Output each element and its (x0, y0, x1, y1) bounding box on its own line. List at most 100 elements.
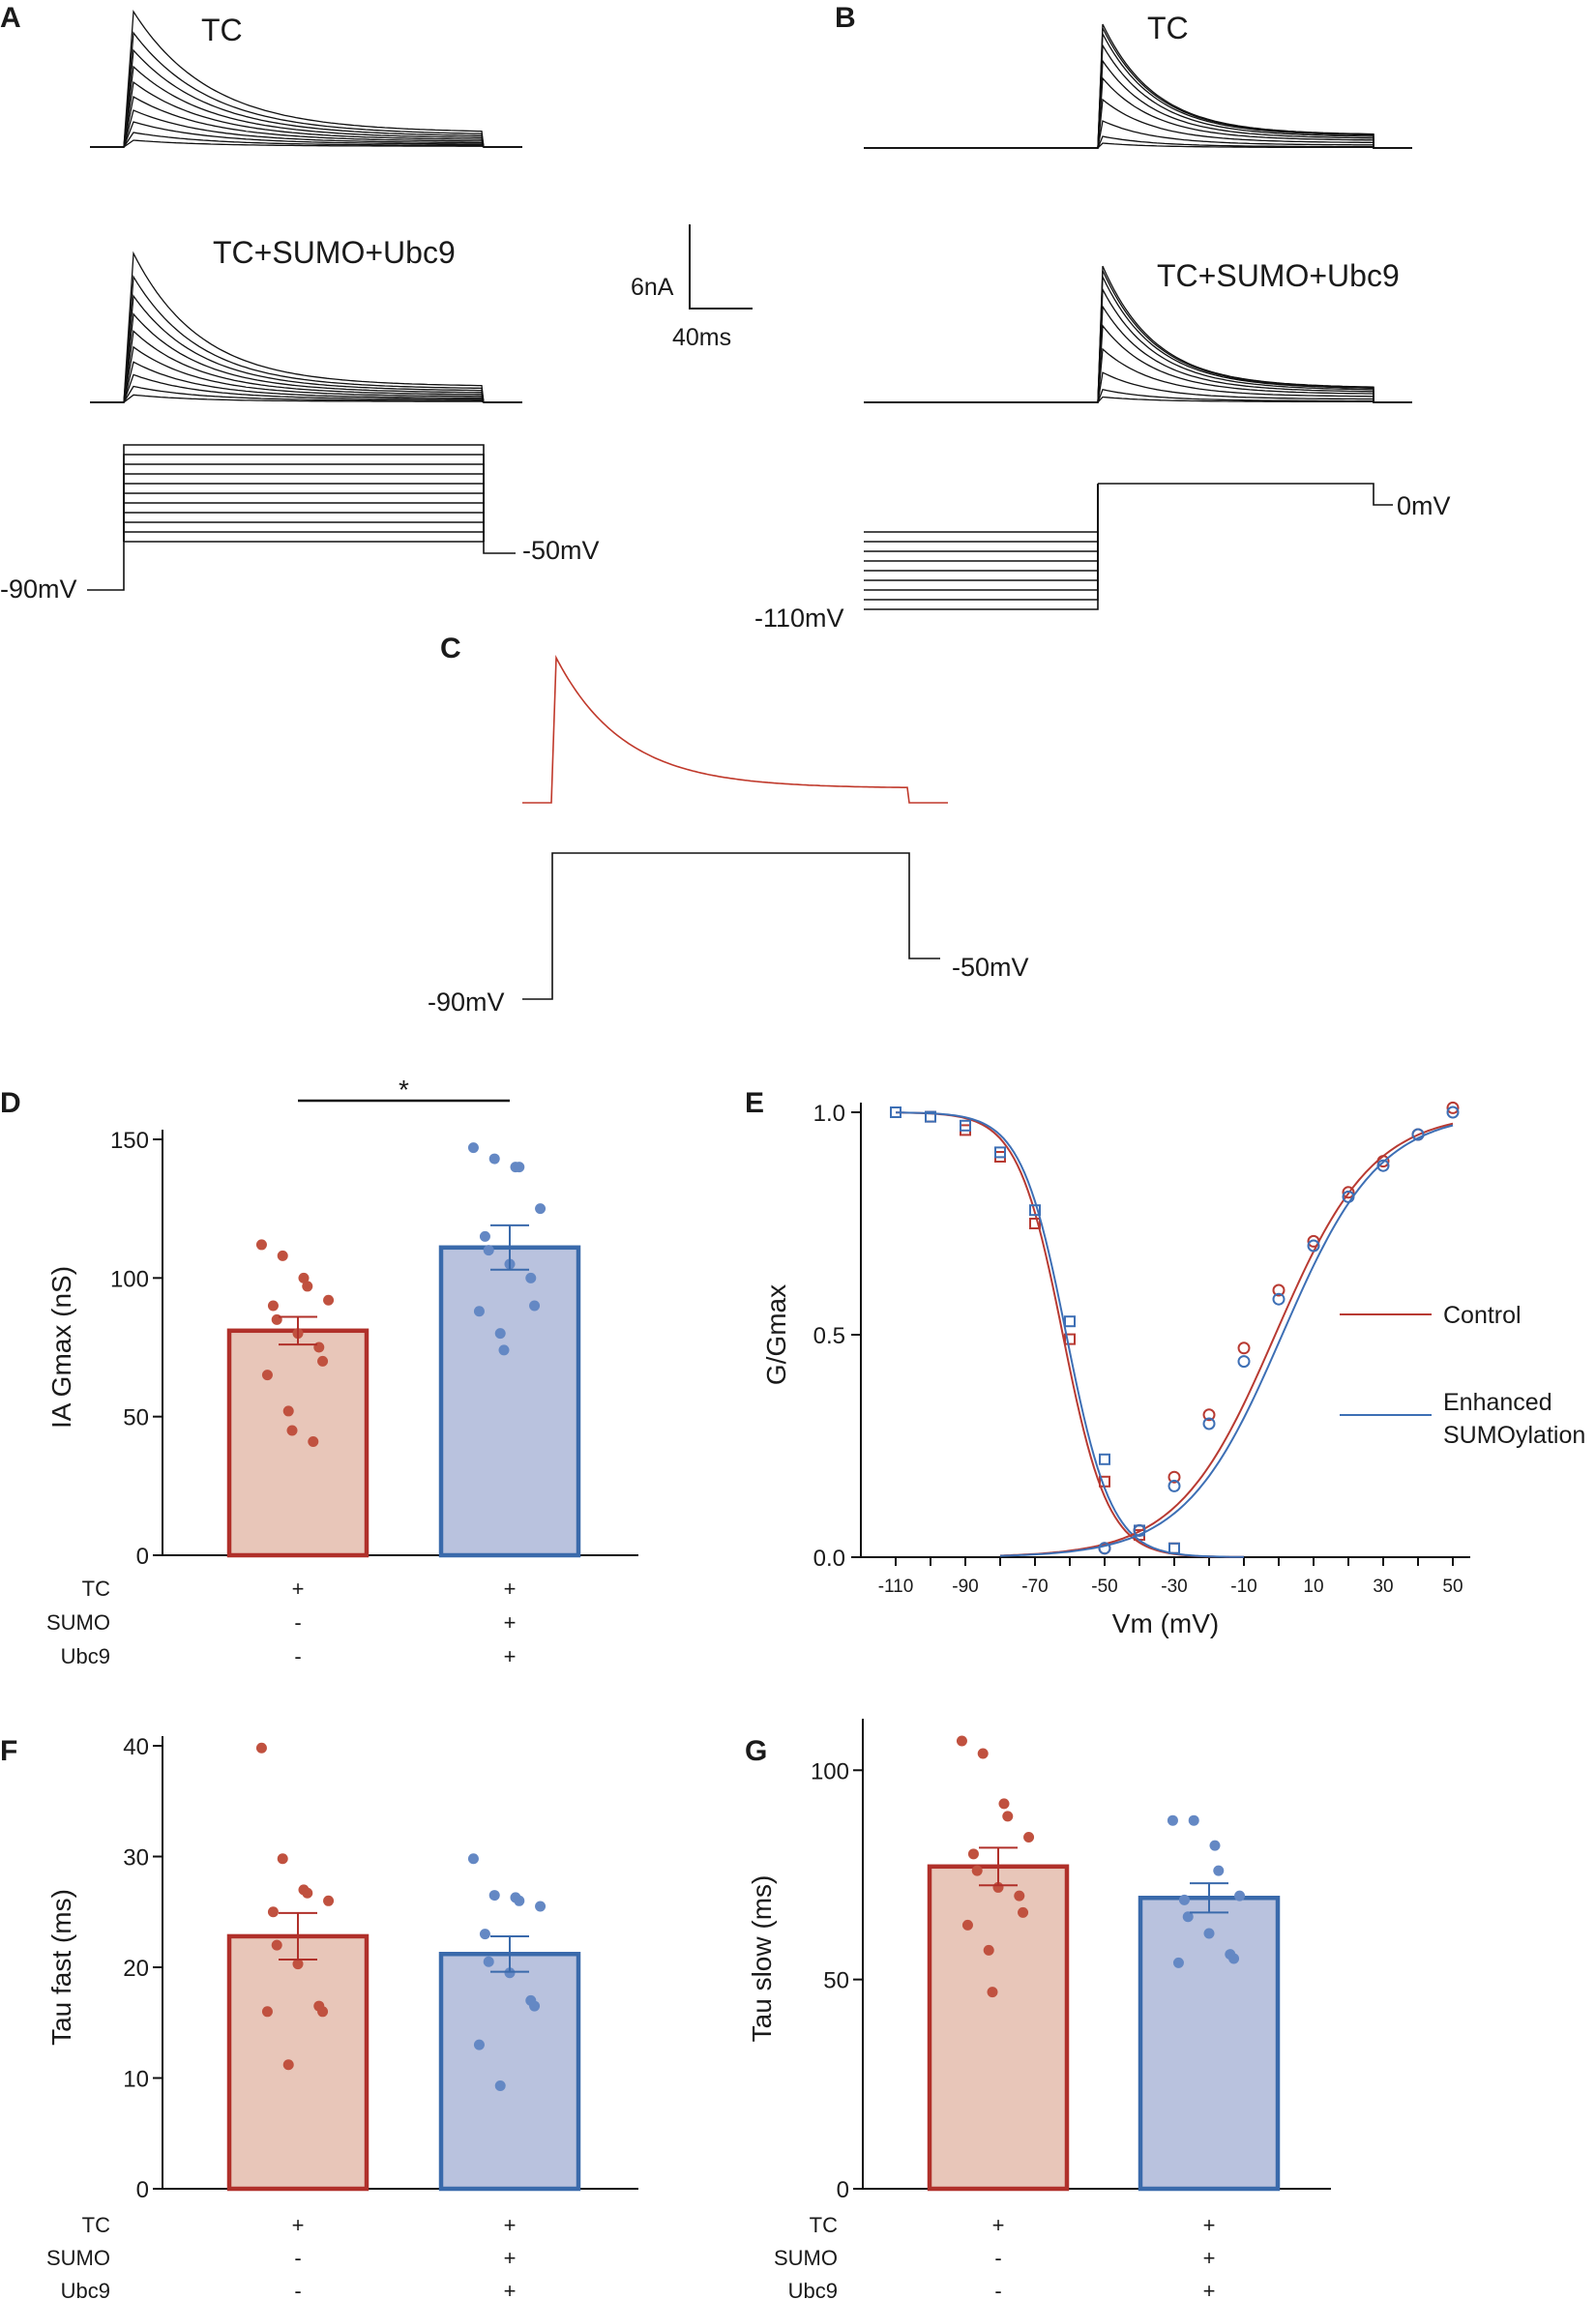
panel-b-prepulse-label: -110mV (754, 604, 844, 633)
y-tick-label: 0 (136, 2177, 149, 2203)
voltage-step-9 (123, 531, 485, 542)
x-tick-label: 10 (1303, 1577, 1323, 1597)
scale-bar-time-label: 40ms (672, 324, 731, 351)
current-trace-8 (864, 135, 1412, 149)
data-point (483, 1956, 494, 1967)
y-tick-label: 20 (123, 1956, 149, 1982)
data-point (1002, 1811, 1014, 1822)
data-point (292, 1959, 304, 1970)
current-trace-1 (864, 270, 1412, 403)
data-point (987, 1987, 998, 1998)
panel-e: 0.0 0.5 1.0 -110 -90 -70 -50 -30 -10 10 30 50 Vm (mV… (761, 1101, 1585, 1638)
condition-mark: + (1203, 2246, 1216, 2270)
current-trace-8 (864, 389, 1412, 403)
data-point (960, 1119, 971, 1132)
data-point (1182, 1911, 1194, 1923)
current-trace-1 (90, 275, 522, 403)
data-point (994, 1146, 1006, 1159)
panel-c-step-end-label: -50mV (952, 953, 1029, 982)
condition-mark: + (1203, 2213, 1216, 2237)
condition-mark: + (504, 1610, 517, 1635)
current-trace-8 (90, 385, 522, 403)
x-tick-label: -30 (1161, 1577, 1187, 1597)
data-point (1202, 1417, 1216, 1430)
condition-label-ubc9: Ubc9 (61, 2279, 110, 2300)
y-tick-label: 0.0 (813, 1546, 845, 1572)
condition-mark: - (294, 1644, 301, 1668)
data-point (1213, 1865, 1225, 1876)
data-point (925, 1110, 936, 1123)
bar-tc (927, 1864, 1070, 2192)
data-point (971, 1865, 983, 1876)
x-tick-label: 30 (1373, 1577, 1393, 1597)
panel-a-bottom-current-traces (90, 251, 522, 403)
data-point (535, 1203, 547, 1215)
voltage-step-7 (123, 512, 485, 542)
condition-label-tc: TC (82, 2213, 110, 2237)
current-trace-4 (864, 304, 1412, 403)
data-point (1202, 1408, 1216, 1422)
current-trace-4 (864, 59, 1412, 149)
x-tick-label: -50 (1091, 1577, 1117, 1597)
panel-c: C -90mV -50mV (428, 633, 1029, 1017)
condition-mark: - (294, 1610, 301, 1635)
data-point (323, 1895, 335, 1906)
condition-label-sumo: SUMO (774, 2246, 838, 2270)
data-point (1234, 1890, 1246, 1902)
current-trace-2 (90, 48, 522, 148)
data-point (529, 1300, 541, 1312)
current-trace-0 (90, 251, 522, 403)
data-point (298, 1272, 310, 1283)
bar-sumo (1138, 1896, 1281, 2192)
data-point (323, 1294, 335, 1306)
current-trace-0 (864, 23, 1412, 149)
current-trace-1 (90, 31, 522, 148)
panel-a-top-current-traces (90, 10, 522, 148)
panel-g: 0 50 100 Tau slow (ms) TC + + SUMO - + Ubc9 - + (747, 1719, 1331, 2300)
current-trace-7 (864, 371, 1412, 403)
data-point (308, 1435, 319, 1447)
data-point (317, 1355, 329, 1367)
y-tick-label: 40 (123, 1734, 149, 1760)
data-point (514, 1895, 525, 1906)
panel-b-top-trace-label: TC (1147, 11, 1189, 45)
y-axis-title: Tau fast (ms) (46, 1889, 76, 2046)
condition-mark: + (292, 1577, 305, 1601)
current-trace-2 (864, 31, 1412, 149)
holding-line (87, 541, 516, 591)
data-point (302, 1281, 313, 1292)
data-point (467, 1142, 479, 1154)
y-axis-title: IA Gmax (nS) (46, 1266, 76, 1429)
condition-mark: + (504, 2246, 517, 2270)
current-trace-9 (864, 396, 1412, 403)
data-point (1029, 1218, 1041, 1229)
current-trace-2 (864, 276, 1412, 403)
current-trace-5 (90, 95, 522, 148)
panel-b-bottom-current-traces (864, 265, 1412, 403)
data-point (1342, 1186, 1355, 1199)
condition-mark: + (1203, 2279, 1216, 2300)
panel-a-step-end-label: -50mV (522, 536, 600, 565)
current-trace-6 (864, 347, 1412, 403)
data-point (1307, 1239, 1320, 1253)
condition-mark: + (292, 2213, 305, 2237)
panel-b: B TC TC+SUMO+Ubc9 -110mV 0mV (754, 2, 1451, 633)
scale-bar-current-label: 6nA (631, 274, 674, 301)
y-axis-title: G/Gmax (761, 1284, 791, 1385)
scale-bar-lines (689, 224, 753, 310)
x-tick-label: -90 (952, 1577, 978, 1597)
data-point (514, 1162, 525, 1173)
data-point (498, 1344, 510, 1356)
current-trace-7 (90, 373, 522, 403)
condition-mark: + (992, 2213, 1005, 2237)
panel-a-top-trace-label: TC (201, 13, 243, 47)
data-point (1272, 1292, 1286, 1306)
data-point (282, 1405, 294, 1417)
y-tick-label: 100 (811, 1758, 849, 1784)
panel-c-voltage-step (522, 852, 940, 1000)
panel-c-letter: C (440, 633, 461, 664)
current-trace-3 (864, 287, 1412, 403)
condition-mark: + (504, 2279, 517, 2300)
data-point (1376, 1155, 1390, 1168)
